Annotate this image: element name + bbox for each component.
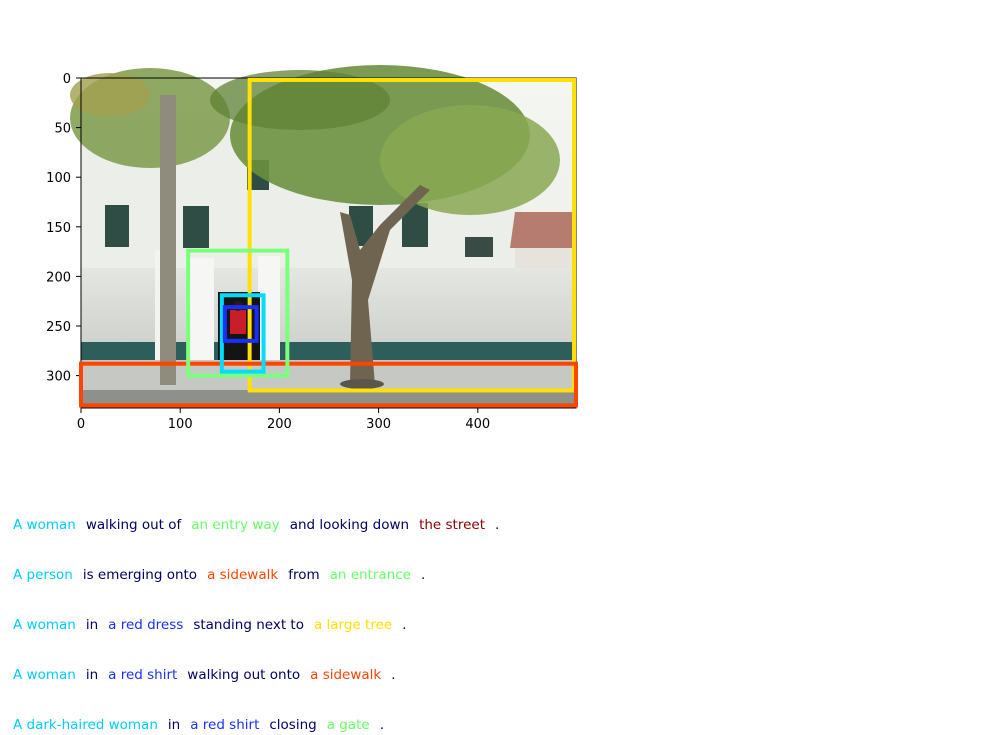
bounding-boxes <box>79 77 579 408</box>
caption-phrase: a sidewalk <box>207 567 279 583</box>
caption-phrase: the street <box>419 517 486 533</box>
y-axis-ticks: 0 50 100 150 200 250 300 <box>46 72 81 385</box>
x-tick-label: 200 <box>267 417 292 432</box>
y-tick-label: 100 <box>46 171 71 186</box>
yellow-box <box>247 77 577 393</box>
caption-phrase: a red shirt <box>190 717 260 733</box>
caption-phrase: . <box>402 617 407 633</box>
y-tick-label: 50 <box>54 122 71 137</box>
street-photo <box>70 65 576 408</box>
caption-phrase: A woman <box>13 667 76 683</box>
caption-phrase: walking out onto <box>187 667 301 683</box>
caption-phrase: an entrance <box>329 567 411 583</box>
caption-phrase: closing <box>269 717 317 733</box>
caption-phrase: a red dress <box>108 617 184 633</box>
caption-phrase: standing next to <box>193 617 304 633</box>
cyan-box <box>219 293 266 374</box>
y-tick-label: 300 <box>46 370 71 385</box>
x-tick-label: 0 <box>77 417 85 432</box>
caption-line: A person is emerging onto a sidewalk from an… <box>13 565 435 585</box>
caption-phrase: in <box>85 667 99 683</box>
caption-line: A woman in a red shirt walking out onto a si… <box>13 665 406 685</box>
caption-phrase: from <box>288 567 320 583</box>
caption-phrase: . <box>379 717 385 733</box>
caption-phrase: a sidewalk <box>310 667 382 683</box>
caption-phrase: A woman <box>13 517 76 533</box>
annotated-photo-figure: 0 100 200 300 400 0 50 100 150 200 250 300 <box>46 65 579 432</box>
x-tick-label: 300 <box>366 417 391 432</box>
y-tick-label: 200 <box>46 270 71 285</box>
caption-phrase: a gate <box>326 717 370 733</box>
caption-phrase: . <box>391 667 396 683</box>
caption-phrase: A dark-haired woman <box>13 717 158 733</box>
blue-box <box>222 305 259 343</box>
caption-phrase: . <box>421 567 426 583</box>
caption-phrase: in <box>85 617 99 633</box>
y-tick-label: 250 <box>46 320 71 335</box>
orange-red-box <box>79 361 579 408</box>
caption-phrase: is emerging onto <box>82 567 198 583</box>
caption-phrase: an entry way <box>191 517 280 533</box>
x-tick-label: 100 <box>168 417 193 432</box>
x-tick-label: 400 <box>465 417 490 432</box>
caption-phrase: walking out of <box>85 517 182 533</box>
y-tick-label: 150 <box>46 221 71 236</box>
caption-phrase: and looking down <box>289 517 410 533</box>
caption-phrase: a large tree <box>313 617 393 633</box>
caption-phrase: A person <box>13 567 73 583</box>
y-tick-label: 0 <box>63 72 71 87</box>
caption-phrase: . <box>495 517 500 533</box>
x-axis-ticks: 0 100 200 300 400 <box>77 408 490 432</box>
caption-phrase: a red shirt <box>108 667 178 683</box>
caption-phrase: in <box>167 717 181 733</box>
caption-phrase: A woman <box>13 617 76 633</box>
caption-line: A woman in a red dress standing next to a la… <box>13 615 417 635</box>
green-box <box>186 248 290 378</box>
caption-line: A woman walking out of an entry way and loo… <box>13 515 509 535</box>
caption-line: A dark-haired woman in a red shirt closing a… <box>13 715 394 735</box>
